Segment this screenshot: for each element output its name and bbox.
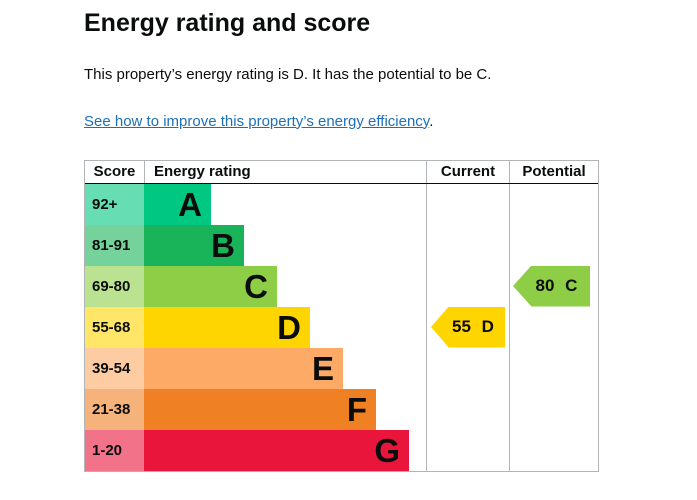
score-range-f: 21-38 bbox=[85, 388, 144, 430]
current-rating-label: 55 D bbox=[452, 317, 494, 336]
band-bar-c: C bbox=[144, 265, 277, 307]
potential-column-cell-g bbox=[509, 429, 598, 471]
rating-band-cell-c: C bbox=[144, 265, 426, 307]
rating-band-cell-g: G bbox=[144, 429, 426, 471]
potential-rating-label: 80 C bbox=[535, 276, 578, 295]
epc-header-row: Score Energy rating Current Potential bbox=[85, 160, 598, 184]
band-letter-e: E bbox=[311, 349, 334, 387]
band-bar-b: B bbox=[144, 224, 244, 266]
page-title: Energy rating and score bbox=[84, 9, 371, 37]
band-bar-a: A bbox=[144, 183, 211, 225]
epc-band-row-e: 39-54 E bbox=[85, 347, 598, 389]
band-bar-d: D bbox=[144, 306, 310, 348]
rating-band-cell-e: E bbox=[144, 347, 426, 389]
current-column-cell-e bbox=[426, 347, 509, 389]
score-range-a: 92+ bbox=[85, 183, 144, 225]
potential-column-cell-f bbox=[509, 388, 598, 430]
band-bar-e: E bbox=[144, 347, 343, 389]
score-range-e: 39-54 bbox=[85, 347, 144, 389]
epc-rows: 92+ A 81-91 B 69-80 C 80 C 55-68 D 55 D 39-54 E 21-3… bbox=[85, 183, 598, 471]
intro-text: This property’s energy rating is D. It h… bbox=[84, 66, 492, 84]
current-column-cell-c bbox=[426, 265, 509, 307]
current-column-cell-f bbox=[426, 388, 509, 430]
rating-band-cell-d: D bbox=[144, 306, 426, 348]
score-range-g: 1-20 bbox=[85, 429, 144, 471]
epc-band-row-g: 1-20 G bbox=[85, 429, 598, 471]
improve-link[interactable]: See how to improve this property’s energ… bbox=[84, 112, 430, 130]
rating-band-cell-a: A bbox=[144, 183, 426, 225]
epc-band-row-b: 81-91 B bbox=[85, 224, 598, 266]
score-range-b: 81-91 bbox=[85, 224, 144, 266]
epc-band-row-a: 92+ A bbox=[85, 183, 598, 225]
current-rating-arrow: 55 D bbox=[431, 306, 505, 348]
rating-band-cell-f: F bbox=[144, 388, 426, 430]
header-potential: Potential bbox=[509, 160, 598, 183]
band-letter-a: A bbox=[178, 185, 202, 223]
potential-column-cell-e bbox=[509, 347, 598, 389]
score-range-d: 55-68 bbox=[85, 306, 144, 348]
epc-band-row-c: 69-80 C 80 C bbox=[85, 265, 598, 307]
potential-column-cell-c: 80 C bbox=[509, 265, 598, 307]
epc-chart-table: Score Energy rating Current Potential 92… bbox=[84, 159, 599, 472]
current-column-cell-d: 55 D bbox=[426, 306, 509, 348]
rating-band-cell-b: B bbox=[144, 224, 426, 266]
band-bar-g: G bbox=[144, 429, 409, 471]
current-column-cell-g bbox=[426, 429, 509, 471]
header-current: Current bbox=[426, 160, 509, 183]
band-letter-c: C bbox=[244, 267, 268, 305]
epc-band-row-d: 55-68 D 55 D bbox=[85, 306, 598, 348]
band-letter-g: G bbox=[374, 431, 400, 469]
band-letter-d: D bbox=[277, 308, 301, 346]
header-score: Score bbox=[93, 163, 136, 180]
band-letter-f: F bbox=[346, 390, 367, 428]
score-range-c: 69-80 bbox=[85, 265, 144, 307]
improve-link-line: See how to improve this property’s energ… bbox=[84, 113, 697, 130]
band-letter-b: B bbox=[211, 226, 235, 264]
potential-column-cell-a bbox=[509, 183, 598, 225]
current-column-cell-b bbox=[426, 224, 509, 266]
potential-rating-arrow: 80 C bbox=[513, 265, 590, 307]
current-column-cell-a bbox=[426, 183, 509, 225]
link-period: . bbox=[429, 112, 434, 130]
band-bar-f: F bbox=[144, 388, 376, 430]
header-energy-rating: Energy rating bbox=[144, 160, 426, 183]
epc-band-row-f: 21-38 F bbox=[85, 388, 598, 430]
potential-column-cell-d bbox=[509, 306, 598, 348]
potential-column-cell-b bbox=[509, 224, 598, 266]
